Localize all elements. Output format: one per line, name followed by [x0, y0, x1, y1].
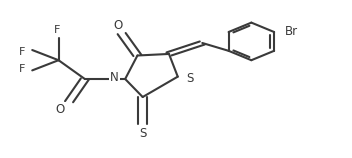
Text: O: O	[114, 19, 123, 32]
Text: F: F	[19, 64, 26, 74]
Text: O: O	[56, 103, 65, 116]
Text: S: S	[139, 127, 146, 140]
Text: F: F	[19, 47, 26, 57]
Text: S: S	[186, 72, 194, 85]
Text: N: N	[110, 71, 119, 84]
Text: F: F	[54, 25, 60, 35]
Text: Br: Br	[284, 25, 297, 38]
